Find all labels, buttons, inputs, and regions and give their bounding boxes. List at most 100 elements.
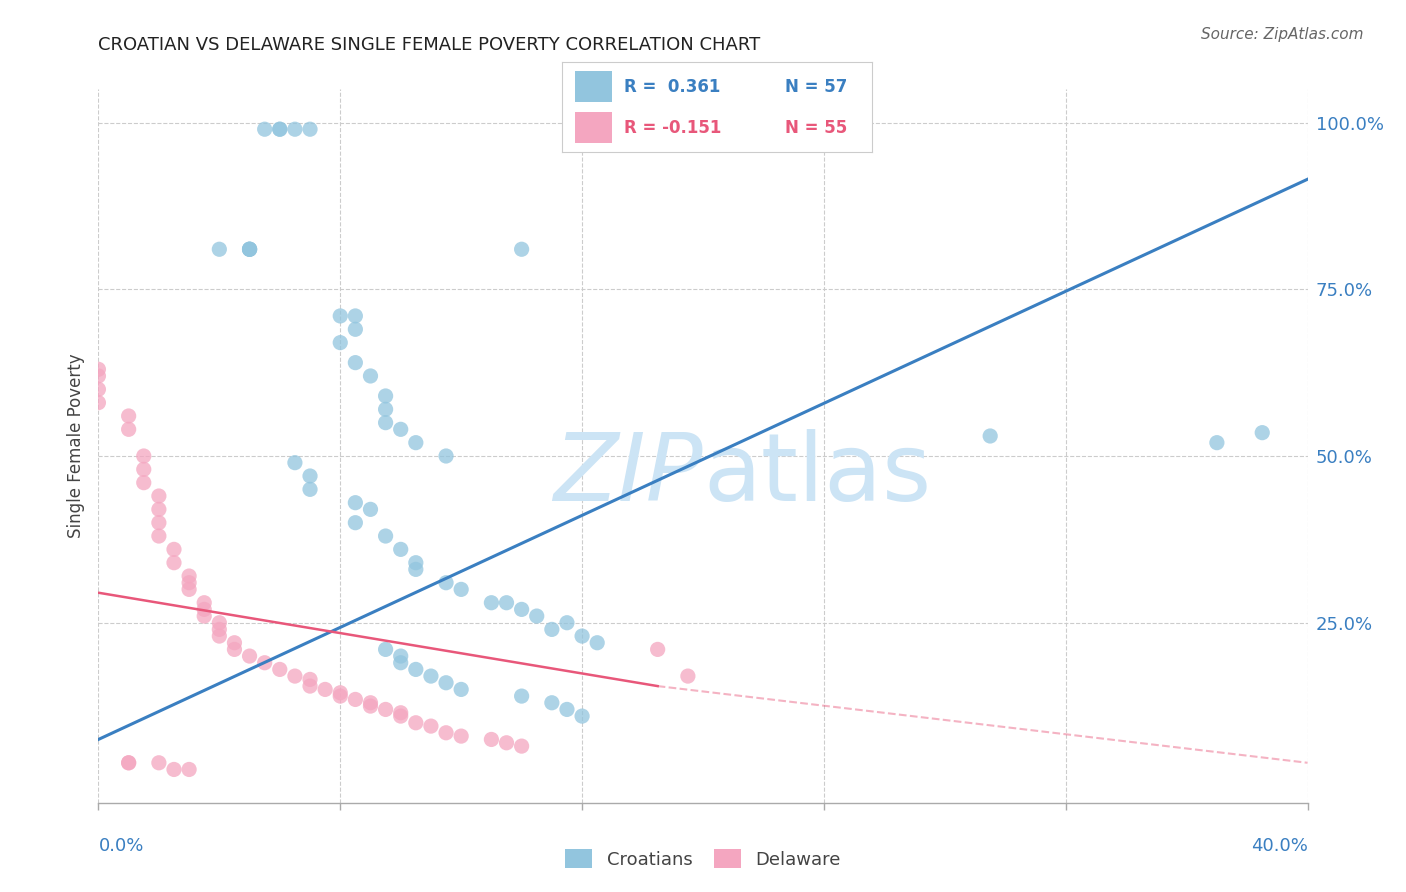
Point <box>208 623 231 637</box>
Point <box>374 416 396 430</box>
Point <box>299 679 322 693</box>
Point <box>299 469 322 483</box>
Point <box>374 642 396 657</box>
Point <box>299 483 322 497</box>
Point <box>389 649 412 664</box>
Point <box>193 596 215 610</box>
Point <box>555 702 578 716</box>
Text: ZIP: ZIP <box>554 429 703 520</box>
Text: R =  0.361: R = 0.361 <box>624 78 721 95</box>
Point <box>405 662 427 676</box>
Point <box>148 502 170 516</box>
Point <box>344 322 367 336</box>
Point <box>239 242 262 256</box>
Point <box>269 122 291 136</box>
Point <box>132 475 155 490</box>
Point <box>374 702 396 716</box>
Point <box>676 669 699 683</box>
Point <box>434 725 457 739</box>
Point <box>344 356 367 370</box>
Point <box>405 715 427 730</box>
Point <box>118 409 141 423</box>
Point <box>571 629 593 643</box>
Point <box>208 629 231 643</box>
Text: N = 57: N = 57 <box>785 78 848 95</box>
Point <box>299 122 322 136</box>
Point <box>419 669 441 683</box>
Point <box>374 389 396 403</box>
Point <box>239 649 262 664</box>
Point <box>647 642 669 657</box>
Point <box>510 602 533 616</box>
Text: 40.0%: 40.0% <box>1251 837 1308 855</box>
Point <box>177 569 201 583</box>
Point <box>118 422 141 436</box>
Point <box>329 689 352 703</box>
Point <box>239 242 262 256</box>
Point <box>389 422 412 436</box>
Point <box>87 395 110 409</box>
Point <box>344 692 367 706</box>
Point <box>419 719 441 733</box>
Point <box>481 596 503 610</box>
Point <box>177 575 201 590</box>
Point <box>239 242 262 256</box>
Point <box>450 729 472 743</box>
Point <box>269 662 291 676</box>
Point <box>360 502 382 516</box>
Point <box>193 602 215 616</box>
Point <box>299 673 322 687</box>
Point <box>239 242 262 256</box>
Point <box>344 516 367 530</box>
Point <box>510 739 533 753</box>
Point <box>495 596 517 610</box>
Point <box>224 636 246 650</box>
Point <box>132 449 155 463</box>
Point <box>405 435 427 450</box>
Point <box>329 335 352 350</box>
Point <box>405 562 427 576</box>
Point <box>540 623 562 637</box>
Text: N = 55: N = 55 <box>785 119 848 136</box>
Point <box>208 242 231 256</box>
Point <box>253 122 276 136</box>
Point <box>344 496 367 510</box>
Point <box>389 542 412 557</box>
Point <box>284 122 307 136</box>
Bar <box>575 112 612 143</box>
Point <box>450 682 472 697</box>
Point <box>405 556 427 570</box>
Text: atlas: atlas <box>703 428 931 521</box>
Point <box>389 706 412 720</box>
Point <box>450 582 472 597</box>
Point <box>269 122 291 136</box>
Point <box>374 529 396 543</box>
Point <box>434 575 457 590</box>
Point <box>389 656 412 670</box>
Point <box>148 516 170 530</box>
Y-axis label: Single Female Poverty: Single Female Poverty <box>66 354 84 538</box>
Point <box>526 609 548 624</box>
Point <box>118 756 141 770</box>
Point <box>208 615 231 630</box>
Point <box>481 732 503 747</box>
Point <box>555 615 578 630</box>
Point <box>329 309 352 323</box>
Point <box>148 529 170 543</box>
Point <box>224 642 246 657</box>
Point <box>510 689 533 703</box>
Point <box>253 656 276 670</box>
Point <box>284 456 307 470</box>
Point <box>163 763 186 777</box>
Point <box>1206 435 1229 450</box>
Point <box>434 675 457 690</box>
Point <box>374 402 396 417</box>
Text: CROATIAN VS DELAWARE SINGLE FEMALE POVERTY CORRELATION CHART: CROATIAN VS DELAWARE SINGLE FEMALE POVER… <box>98 36 761 54</box>
Point <box>510 242 533 256</box>
Text: 0.0%: 0.0% <box>98 837 143 855</box>
Point <box>360 699 382 714</box>
Point <box>540 696 562 710</box>
Point <box>389 709 412 723</box>
Point <box>284 669 307 683</box>
Point <box>193 609 215 624</box>
